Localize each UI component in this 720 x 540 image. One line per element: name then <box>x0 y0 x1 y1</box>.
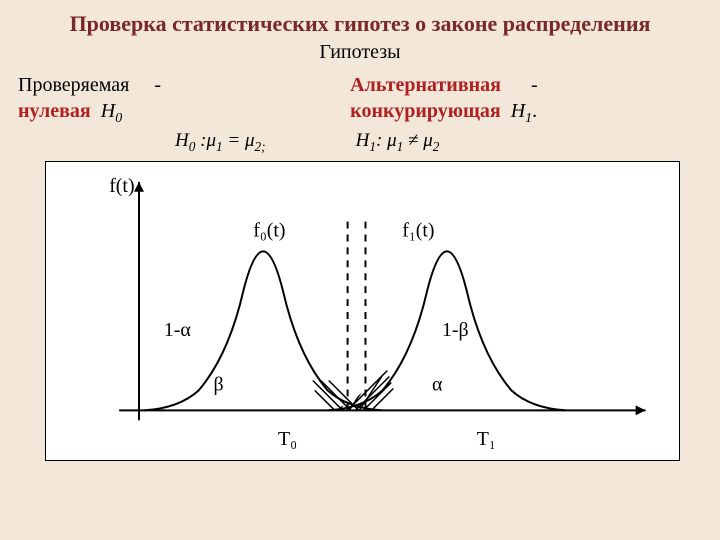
h0-formula: H0 :μ1 = μ2; <box>0 130 266 155</box>
t1-label: T₁ <box>477 428 496 450</box>
alpha-label: α <box>432 373 442 395</box>
subtitle: Гипотезы <box>0 41 720 64</box>
h1-sym: H <box>511 100 525 122</box>
formulas-row: H0 :μ1 = μ2; H1: μ1 ≠ μ2 <box>0 128 720 161</box>
comp-word-b: онкурирующая <box>361 100 500 122</box>
fr-hs: 1 <box>369 139 376 154</box>
fr-h: H <box>356 130 370 151</box>
one-minus-beta: 1-β <box>442 318 469 340</box>
fl-s2: 2; <box>255 139 266 154</box>
h1-formula: H1: μ1 ≠ μ2 <box>266 130 440 155</box>
comp-word-a: к <box>350 100 361 122</box>
distribution-chart: f(t) f₀(t) f₁(t) 1-α 1-β β α T₀ T₁ <box>45 161 680 461</box>
null-word: нулевая <box>18 100 91 122</box>
h0-sym: H <box>101 100 115 122</box>
f0-label: f₀(t) <box>253 219 285 241</box>
ylabel: f(t) <box>109 174 134 196</box>
fl-s1: 1 <box>216 139 223 154</box>
f1-label: f₁(t) <box>402 219 434 241</box>
left-dash: - <box>154 74 161 96</box>
alt-word: Альтернативная <box>350 74 501 96</box>
right-dash: - <box>531 74 538 96</box>
x-arrow <box>636 405 646 415</box>
h1-dot: . <box>532 100 537 122</box>
hypothesis-row: Проверяемая - нулевая H0 Альтернативная … <box>0 64 720 128</box>
beta-label: β <box>213 373 223 395</box>
y-arrow <box>134 181 144 191</box>
fr-mu1: : μ <box>376 130 397 151</box>
fl-eq: = μ <box>223 130 255 151</box>
fr-s2: 2 <box>433 139 440 154</box>
h0-sub: 0 <box>115 111 122 126</box>
fr-ne: ≠ μ <box>403 130 432 151</box>
one-minus-alpha: 1-α <box>164 318 191 340</box>
fl-mu1: :μ <box>195 130 216 151</box>
t0-label: T₀ <box>278 428 297 450</box>
null-hypothesis-block: Проверяемая - нулевая H0 <box>18 72 336 128</box>
main-title: Проверка статистических гипотез о законе… <box>0 0 720 39</box>
fl-h: H <box>175 130 189 151</box>
chart-svg: f(t) f₀(t) f₁(t) 1-α 1-β β α T₀ T₁ <box>46 162 679 460</box>
alt-hypothesis-block: Альтернативная - конкурирующая H1. <box>350 72 710 128</box>
left-line1: Проверяемая <box>18 74 129 96</box>
